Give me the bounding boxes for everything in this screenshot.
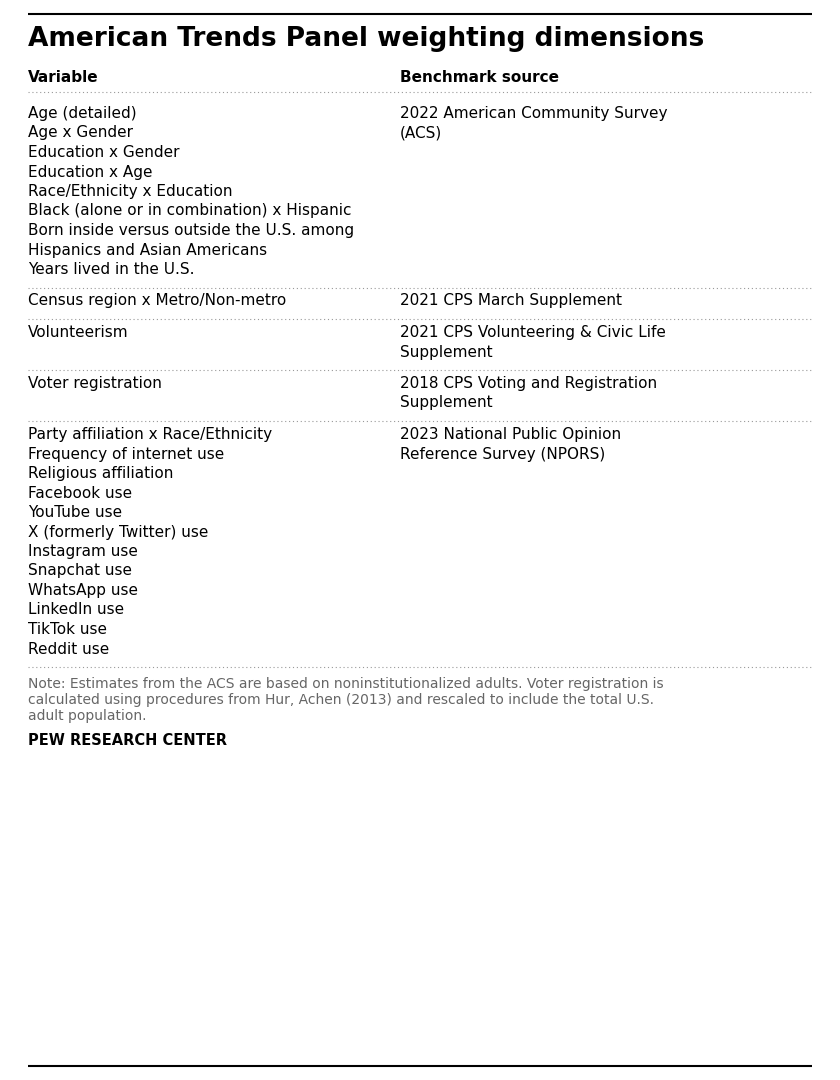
Text: Party affiliation x Race/Ethnicity: Party affiliation x Race/Ethnicity	[28, 427, 272, 442]
Text: Instagram use: Instagram use	[28, 544, 138, 559]
Text: Facebook use: Facebook use	[28, 486, 132, 500]
Text: Frequency of internet use: Frequency of internet use	[28, 446, 224, 461]
Text: 2023 National Public Opinion: 2023 National Public Opinion	[400, 427, 621, 442]
Text: Age (detailed): Age (detailed)	[28, 106, 137, 121]
Text: Snapchat use: Snapchat use	[28, 564, 132, 579]
Text: PEW RESEARCH CENTER: PEW RESEARCH CENTER	[28, 733, 227, 748]
Text: Age x Gender: Age x Gender	[28, 125, 133, 140]
Text: Hispanics and Asian Americans: Hispanics and Asian Americans	[28, 243, 267, 257]
Text: Supplement: Supplement	[400, 395, 492, 410]
Text: Variable: Variable	[28, 70, 98, 85]
Text: Years lived in the U.S.: Years lived in the U.S.	[28, 262, 195, 276]
Text: Benchmark source: Benchmark source	[400, 70, 559, 85]
Text: TikTok use: TikTok use	[28, 622, 107, 637]
Text: 2021 CPS March Supplement: 2021 CPS March Supplement	[400, 294, 622, 309]
Text: adult population.: adult population.	[28, 708, 146, 723]
Text: Race/Ethnicity x Education: Race/Ethnicity x Education	[28, 184, 233, 199]
Text: 2022 American Community Survey: 2022 American Community Survey	[400, 106, 668, 121]
Text: calculated using procedures from Hur, Achen (2013) and rescaled to include the t: calculated using procedures from Hur, Ac…	[28, 693, 654, 707]
Text: X (formerly Twitter) use: X (formerly Twitter) use	[28, 525, 208, 540]
Text: Note: Estimates from the ACS are based on noninstitutionalized adults. Voter reg: Note: Estimates from the ACS are based o…	[28, 677, 664, 691]
Text: Born inside versus outside the U.S. among: Born inside versus outside the U.S. amon…	[28, 222, 354, 238]
Text: Census region x Metro/Non-metro: Census region x Metro/Non-metro	[28, 294, 286, 309]
Text: YouTube use: YouTube use	[28, 505, 122, 519]
Text: Supplement: Supplement	[400, 345, 492, 360]
Text: Reddit use: Reddit use	[28, 642, 109, 657]
Text: Reference Survey (NPORS): Reference Survey (NPORS)	[400, 446, 606, 461]
Text: Religious affiliation: Religious affiliation	[28, 465, 173, 481]
Text: 2018 CPS Voting and Registration: 2018 CPS Voting and Registration	[400, 376, 657, 391]
Text: Voter registration: Voter registration	[28, 376, 162, 391]
Text: Education x Gender: Education x Gender	[28, 145, 180, 160]
Text: 2021 CPS Volunteering & Civic Life: 2021 CPS Volunteering & Civic Life	[400, 325, 666, 340]
Text: LinkedIn use: LinkedIn use	[28, 603, 124, 618]
Text: American Trends Panel weighting dimensions: American Trends Panel weighting dimensio…	[28, 26, 704, 52]
Text: Black (alone or in combination) x Hispanic: Black (alone or in combination) x Hispan…	[28, 203, 351, 218]
Text: (ACS): (ACS)	[400, 125, 442, 140]
Text: WhatsApp use: WhatsApp use	[28, 583, 138, 598]
Text: Education x Age: Education x Age	[28, 164, 153, 179]
Text: Volunteerism: Volunteerism	[28, 325, 129, 340]
